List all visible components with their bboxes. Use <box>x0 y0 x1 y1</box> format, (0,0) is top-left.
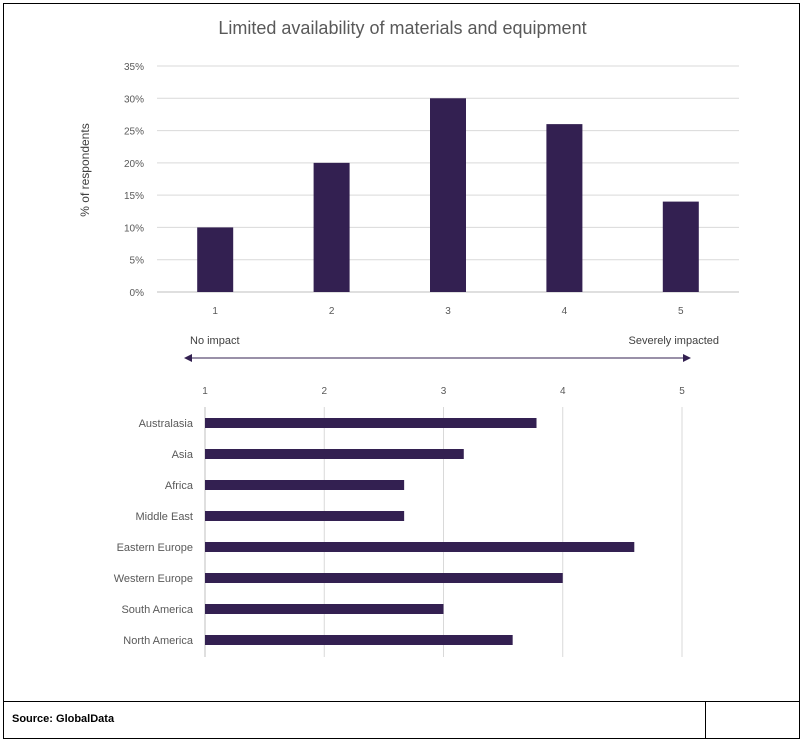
category-label: North America <box>123 635 194 647</box>
scale-right-label: Severely impacted <box>629 335 720 347</box>
x-tick-label: 4 <box>562 306 568 317</box>
bar-4 <box>546 124 583 292</box>
chart-canvas: 0% 5% 10% 15% 20% 25% 30% 35% 1 2 3 4 5 % of respond… <box>78 62 739 657</box>
y-axis-label: % of respondents <box>78 123 92 216</box>
y-tick-label: 30% <box>124 94 144 105</box>
source-label: Source: GlobalData <box>12 713 115 725</box>
x-tick-label: 1 <box>212 306 218 317</box>
bar-asia <box>205 449 464 459</box>
category-label: Africa <box>165 480 194 492</box>
x-tick-label: 3 <box>441 386 447 397</box>
bar-south-america <box>205 604 444 614</box>
bar-middle-east <box>205 511 405 521</box>
category-label: South America <box>121 604 193 616</box>
bar-3 <box>430 98 466 293</box>
category-label: Western Europe <box>114 573 193 585</box>
y-tick-label: 0% <box>130 288 145 299</box>
bar-western-europe <box>205 573 563 583</box>
category-label: Eastern Europe <box>117 542 193 554</box>
y-tick-label: 5% <box>130 256 145 267</box>
x-tick-label: 5 <box>678 306 684 317</box>
x-tick-label: 4 <box>560 386 566 397</box>
category-label: Australasia <box>139 418 194 430</box>
x-tick-label: 1 <box>202 386 208 397</box>
x-tick-label: 3 <box>445 306 451 317</box>
y-tick-label: 25% <box>124 127 144 138</box>
y-tick-label: 20% <box>124 159 144 170</box>
x-tick-label: 2 <box>329 306 335 317</box>
y-tick-label: 15% <box>124 191 144 202</box>
category-label: Middle East <box>136 511 193 523</box>
bar-2 <box>313 162 350 292</box>
bar-eastern-europe <box>205 542 635 552</box>
bar-australasia <box>205 418 537 428</box>
y-tick-label: 10% <box>124 223 144 234</box>
bar-north-america <box>205 635 513 645</box>
bar-africa <box>205 480 405 490</box>
y-tick-label: 35% <box>124 62 144 73</box>
x-tick-label: 2 <box>321 386 327 397</box>
x-tick-label: 5 <box>679 386 685 397</box>
bar-1 <box>197 227 234 292</box>
footer-divider <box>705 702 706 739</box>
footer: Source: GlobalData <box>3 701 800 739</box>
chart-frame <box>3 3 800 739</box>
scale-left-label: No impact <box>190 335 240 347</box>
bar-5 <box>662 201 699 292</box>
chart-title: Limited availability of materials and eq… <box>218 18 587 38</box>
category-label: Asia <box>172 449 194 461</box>
